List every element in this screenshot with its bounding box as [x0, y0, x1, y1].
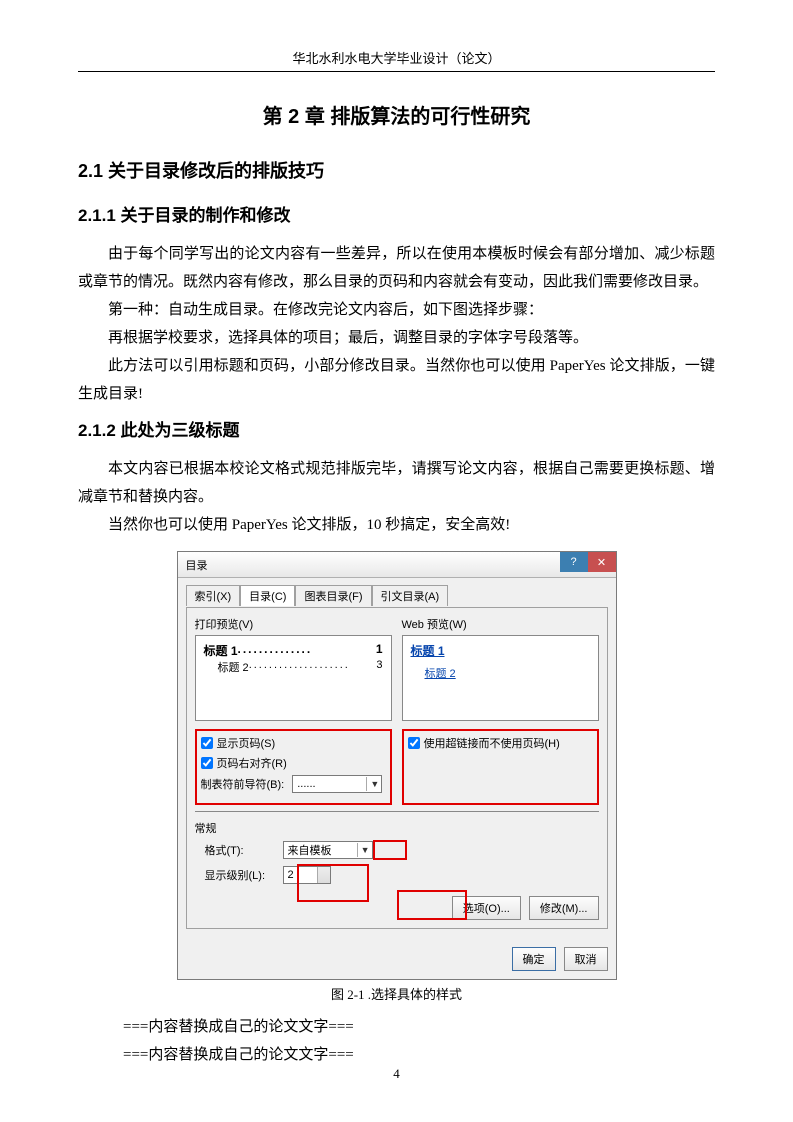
- page-header: 华北水利水电大学毕业设计（论文）: [78, 48, 715, 67]
- toc-heading-2: 标题 2: [218, 659, 249, 675]
- print-preview-box: 标题 1 .............. 1 标题 2 .............…: [195, 635, 392, 721]
- hyperlink-checkbox[interactable]: [408, 737, 420, 749]
- show-page-checkbox[interactable]: [201, 737, 213, 749]
- toc-heading-1: 标题 1: [204, 642, 238, 659]
- dialog-footer: 确定 取消: [178, 939, 616, 979]
- placeholder-text: ===内容替换成自己的论文文字===: [78, 1013, 715, 1041]
- leader-label: 制表符前导符(B):: [201, 776, 285, 792]
- right-align-label: 页码右对齐(R): [217, 755, 287, 771]
- dialog-title: 目录: [186, 557, 208, 573]
- section-2-1-1: 2.1.1 关于目录的制作和修改: [78, 201, 715, 226]
- toc-dialog: 目录 ? ✕ 索引(X) 目录(C) 图表目录(F) 引文目录(A) 打印预览(…: [177, 551, 617, 980]
- close-button[interactable]: ✕: [588, 552, 616, 572]
- level-input[interactable]: 2: [283, 866, 331, 884]
- section-2-1-2: 2.1.2 此处为三级标题: [78, 416, 715, 441]
- tab-citations[interactable]: 引文目录(A): [372, 585, 449, 606]
- header-rule: [78, 71, 715, 72]
- page-number: 4: [0, 1066, 793, 1082]
- tab-toc[interactable]: 目录(C): [240, 585, 295, 606]
- section-2-1: 2.1 关于目录修改后的排版技巧: [78, 157, 715, 183]
- dialog-title-bar: 目录 ? ✕: [178, 552, 616, 578]
- figure-caption: 图 2-1 .选择具体的样式: [78, 984, 715, 1003]
- print-preview-label: 打印预览(V): [195, 616, 392, 632]
- paragraph: 再根据学校要求，选择具体的项目；最后，调整目录的字体字号段落等。: [78, 324, 715, 352]
- options-button[interactable]: 选项(O)...: [452, 896, 521, 920]
- paragraph: 当然你也可以使用 PaperYes 论文排版，10 秒搞定，安全高效!: [78, 511, 715, 539]
- paragraph: 由于每个同学写出的论文内容有一些差异，所以在使用本模板时候会有部分增加、减少标题…: [78, 240, 715, 296]
- ok-button[interactable]: 确定: [512, 947, 556, 971]
- tab-index[interactable]: 索引(X): [186, 585, 241, 606]
- level-label: 显示级别(L):: [205, 867, 275, 883]
- toc-page-1: 1: [376, 642, 383, 659]
- paragraph: 此方法可以引用标题和页码，小部分修改目录。当然你也可以使用 PaperYes 论…: [78, 352, 715, 408]
- left-options-group: 显示页码(S) 页码右对齐(R) 制表符前导符(B): ......: [195, 729, 392, 805]
- format-label: 格式(T):: [205, 842, 275, 858]
- paragraph: 第一种：自动生成目录。在修改完论文内容后，如下图选择步骤：: [78, 296, 715, 324]
- web-preview-label: Web 预览(W): [402, 616, 599, 632]
- general-label: 常规: [195, 820, 599, 836]
- web-link-2[interactable]: 标题 2: [425, 668, 456, 680]
- leader-select[interactable]: ......: [292, 775, 382, 793]
- cancel-button[interactable]: 取消: [564, 947, 608, 971]
- modify-button[interactable]: 修改(M)...: [529, 896, 599, 920]
- help-button[interactable]: ?: [560, 552, 588, 572]
- dialog-tabs: 索引(X) 目录(C) 图表目录(F) 引文目录(A): [186, 584, 608, 605]
- toc-page-2: 3: [376, 659, 382, 675]
- tab-figures[interactable]: 图表目录(F): [295, 585, 371, 606]
- format-select[interactable]: 来自模板: [283, 841, 373, 859]
- placeholder-text: ===内容替换成自己的论文文字===: [78, 1041, 715, 1069]
- tab-pane: 打印预览(V) 标题 1 .............. 1 标题 2 .....…: [186, 607, 608, 929]
- right-align-checkbox[interactable]: [201, 757, 213, 769]
- divider: [195, 811, 599, 812]
- web-preview-box: 标题 1 标题 2: [402, 635, 599, 721]
- paragraph: 本文内容已根据本校论文格式规范排版完毕，请撰写论文内容，根据自己需要更换标题、增…: [78, 455, 715, 511]
- chapter-title: 第 2 章 排版算法的可行性研究: [78, 100, 715, 129]
- hyperlink-label: 使用超链接而不使用页码(H): [424, 735, 560, 751]
- right-options-group: 使用超链接而不使用页码(H): [402, 729, 599, 805]
- web-link-1[interactable]: 标题 1: [411, 644, 445, 658]
- show-page-label: 显示页码(S): [217, 735, 276, 751]
